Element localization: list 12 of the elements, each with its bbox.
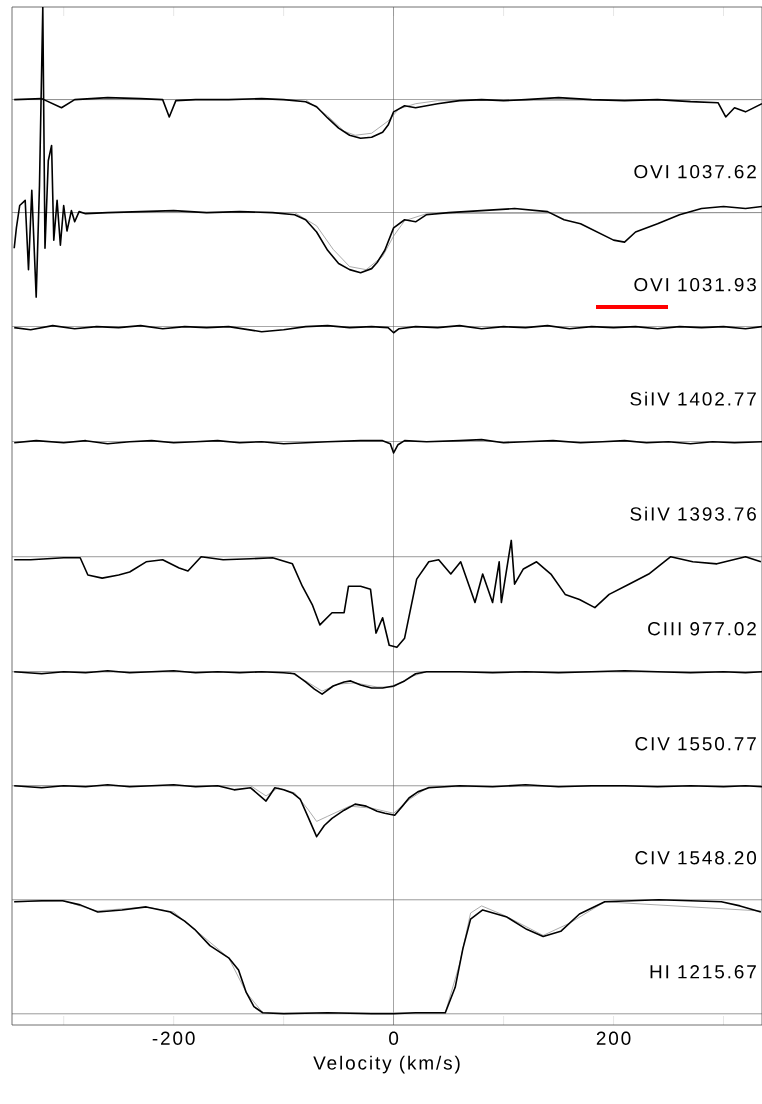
x-tick-label: 200	[596, 1031, 631, 1045]
x-tick-label: 0	[389, 1031, 399, 1045]
annotation: SiIV 1393.76	[630, 506, 756, 521]
x-tick-label: -200	[152, 1031, 195, 1045]
annotation: CIV 1548.20	[635, 851, 757, 865]
annotation: OVI 1031.93	[634, 277, 756, 292]
annotation: SiIV 1402.77	[630, 391, 756, 406]
annotation: CIII 977.02	[648, 622, 756, 636]
annotation: CIV 1550.77	[635, 737, 756, 751]
annotation: HI 1215.67	[650, 965, 756, 979]
annotation: OVI 1037.62	[634, 164, 756, 179]
x-axis-title: Velocity (km/s)	[313, 1055, 460, 1074]
